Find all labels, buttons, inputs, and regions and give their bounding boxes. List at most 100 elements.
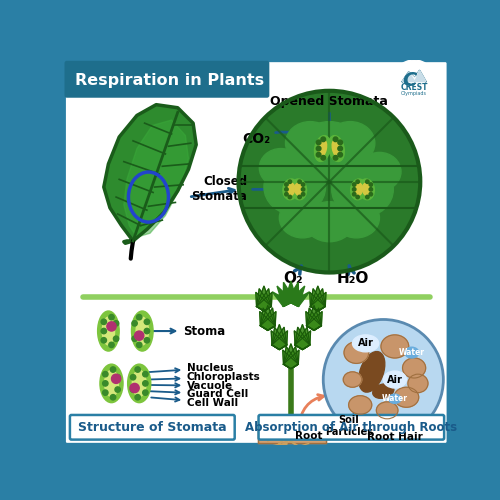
Circle shape — [112, 374, 120, 384]
Ellipse shape — [286, 122, 335, 164]
Polygon shape — [256, 288, 272, 311]
Ellipse shape — [358, 352, 385, 392]
Circle shape — [284, 192, 288, 196]
Ellipse shape — [294, 183, 303, 196]
Circle shape — [356, 196, 360, 198]
Text: Guard Cell: Guard Cell — [150, 389, 248, 399]
Polygon shape — [306, 312, 322, 330]
Ellipse shape — [264, 160, 326, 215]
Text: CO₂: CO₂ — [242, 132, 312, 146]
Ellipse shape — [350, 179, 366, 200]
Polygon shape — [306, 312, 322, 330]
Ellipse shape — [104, 370, 118, 396]
Polygon shape — [272, 292, 298, 306]
Circle shape — [316, 152, 321, 157]
Circle shape — [321, 156, 326, 160]
Circle shape — [109, 342, 114, 347]
Polygon shape — [260, 306, 275, 330]
Circle shape — [352, 192, 356, 196]
Ellipse shape — [283, 179, 298, 200]
Circle shape — [136, 314, 142, 320]
Circle shape — [366, 196, 369, 198]
Polygon shape — [272, 324, 286, 349]
Ellipse shape — [359, 179, 374, 200]
Circle shape — [142, 390, 148, 396]
Text: O₂: O₂ — [284, 266, 303, 286]
Text: Stoma: Stoma — [146, 324, 226, 338]
Polygon shape — [306, 308, 322, 330]
Circle shape — [369, 183, 372, 186]
Text: Root Hair: Root Hair — [367, 432, 422, 442]
FancyBboxPatch shape — [64, 61, 270, 98]
Polygon shape — [272, 327, 286, 349]
Polygon shape — [260, 308, 275, 330]
Polygon shape — [284, 346, 298, 369]
Circle shape — [302, 183, 305, 186]
Circle shape — [114, 320, 119, 326]
Circle shape — [352, 188, 356, 191]
Polygon shape — [310, 292, 325, 311]
Circle shape — [101, 319, 106, 324]
Ellipse shape — [362, 183, 371, 196]
Ellipse shape — [100, 364, 123, 403]
Polygon shape — [306, 306, 322, 330]
Polygon shape — [104, 104, 196, 244]
Polygon shape — [283, 286, 305, 306]
Circle shape — [298, 180, 302, 184]
Polygon shape — [402, 72, 415, 82]
Circle shape — [135, 367, 140, 372]
Circle shape — [369, 188, 372, 191]
Polygon shape — [295, 327, 310, 349]
Ellipse shape — [314, 136, 330, 162]
Polygon shape — [295, 324, 310, 349]
Circle shape — [102, 372, 108, 377]
Text: Cell Wall: Cell Wall — [151, 398, 238, 407]
Circle shape — [144, 328, 150, 334]
Ellipse shape — [408, 374, 428, 392]
Circle shape — [109, 314, 114, 320]
Circle shape — [316, 146, 321, 151]
Circle shape — [338, 140, 342, 144]
Circle shape — [135, 394, 140, 400]
Ellipse shape — [318, 140, 326, 157]
Text: CREST: CREST — [400, 83, 428, 92]
Text: Structure of Stomata: Structure of Stomata — [78, 421, 227, 434]
Ellipse shape — [384, 371, 406, 388]
Circle shape — [338, 152, 342, 157]
Circle shape — [110, 394, 116, 400]
Text: Absorption of Air through Roots: Absorption of Air through Roots — [245, 421, 457, 434]
Polygon shape — [295, 331, 310, 349]
Ellipse shape — [260, 148, 302, 187]
Ellipse shape — [333, 198, 380, 238]
Circle shape — [102, 390, 108, 396]
Polygon shape — [283, 282, 298, 306]
Circle shape — [333, 156, 338, 160]
Ellipse shape — [280, 198, 326, 238]
Circle shape — [302, 192, 305, 196]
Ellipse shape — [358, 152, 401, 191]
Polygon shape — [260, 308, 275, 330]
Ellipse shape — [372, 384, 394, 398]
Polygon shape — [310, 288, 325, 311]
Text: Soil
Particles: Soil Particles — [324, 415, 372, 436]
Ellipse shape — [136, 317, 148, 345]
Polygon shape — [295, 327, 310, 349]
Circle shape — [144, 319, 150, 324]
Polygon shape — [277, 286, 298, 306]
Circle shape — [114, 336, 119, 342]
Ellipse shape — [376, 402, 398, 419]
Circle shape — [323, 320, 444, 440]
Polygon shape — [283, 281, 298, 306]
Circle shape — [288, 180, 292, 184]
Text: Water: Water — [382, 394, 408, 404]
Ellipse shape — [291, 179, 306, 200]
Polygon shape — [258, 420, 326, 444]
Text: Root: Root — [295, 431, 322, 441]
Circle shape — [316, 140, 321, 144]
Text: Water: Water — [399, 348, 425, 357]
Text: Olympiads: Olympiads — [401, 90, 427, 96]
FancyBboxPatch shape — [70, 415, 234, 440]
Circle shape — [284, 188, 288, 191]
Polygon shape — [402, 71, 425, 82]
Ellipse shape — [102, 317, 115, 345]
